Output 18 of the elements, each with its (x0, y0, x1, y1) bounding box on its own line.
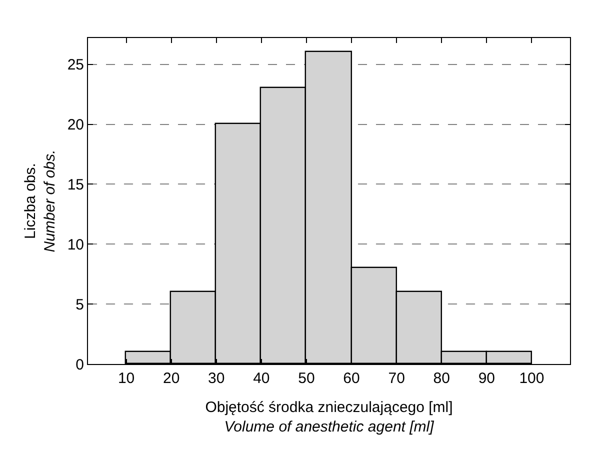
y-tick-label: 20 (67, 116, 84, 134)
x-tick-label: 50 (298, 370, 315, 387)
y-tick-label: 25 (67, 56, 84, 74)
y-tick-label: 10 (67, 236, 84, 254)
y-tick-label: 15 (67, 176, 84, 194)
x-tick-label: 100 (519, 370, 544, 387)
x-tick-label: 20 (162, 370, 180, 387)
x-tick-label: 10 (118, 370, 135, 387)
y-tick-label: 5 (76, 296, 84, 314)
x-tick-label: 30 (208, 370, 225, 387)
x-tick-label: 90 (478, 370, 496, 387)
x-tick-label: 40 (253, 370, 270, 387)
y-axis-title: Liczba obs. Number of obs. (22, 150, 59, 252)
x-tick-label: 80 (433, 370, 450, 387)
x-tick-label: 60 (343, 370, 360, 387)
y-tick-label: 0 (76, 356, 84, 374)
x-tick-label: 70 (388, 370, 405, 387)
x-axis-title: Objętość środka znieczulającego [ml] Volume of anesthetic agent [ml] (205, 399, 453, 436)
